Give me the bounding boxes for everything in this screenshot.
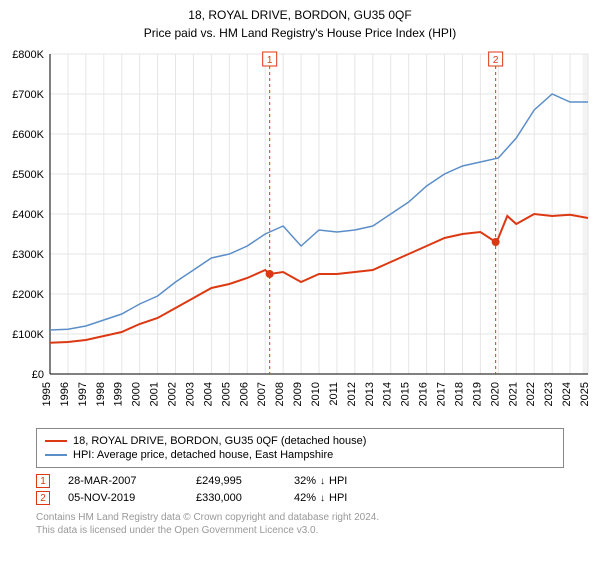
svg-text:2013: 2013 (364, 382, 376, 406)
footnote: Contains HM Land Registry data © Crown c… (36, 511, 564, 537)
transaction-marker-number: 2 (36, 491, 50, 505)
transaction-delta: 32% ↓ HPI (294, 475, 384, 487)
svg-text:2001: 2001 (149, 382, 161, 406)
svg-text:£400K: £400K (12, 209, 44, 221)
legend-item: HPI: Average price, detached house, East… (45, 449, 555, 461)
transaction-delta: 42% ↓ HPI (294, 492, 384, 504)
footnote-line: This data is licensed under the Open Gov… (36, 524, 564, 537)
legend-swatch (45, 454, 67, 456)
svg-text:2023: 2023 (543, 382, 555, 406)
chart-subtitle: Price paid vs. HM Land Registry's House … (0, 26, 600, 40)
transaction-price: £330,000 (196, 492, 276, 504)
transaction-marker-number: 1 (36, 474, 50, 488)
legend: 18, ROYAL DRIVE, BORDON, GU35 0QF (detac… (36, 428, 564, 468)
svg-text:2017: 2017 (436, 382, 448, 406)
svg-text:2012: 2012 (346, 382, 358, 406)
svg-text:2020: 2020 (489, 382, 501, 406)
svg-text:£600K: £600K (12, 129, 44, 141)
svg-text:2010: 2010 (310, 382, 322, 406)
svg-text:2005: 2005 (220, 382, 232, 406)
transaction-row: 1 28-MAR-2007 £249,995 32% ↓ HPI (36, 474, 564, 488)
svg-text:2019: 2019 (471, 382, 483, 406)
svg-text:2008: 2008 (274, 382, 286, 406)
chart-area: £0 £100K £200K £300K £400K £500K £600K £700K £80… (0, 44, 600, 424)
line-chart-svg: £0 £100K £200K £300K £400K £500K £600K £700K £80… (0, 44, 600, 424)
svg-text:2021: 2021 (507, 382, 519, 406)
chart-title: 18, ROYAL DRIVE, BORDON, GU35 0QF (0, 8, 600, 22)
svg-text:2015: 2015 (400, 382, 412, 406)
svg-text:2014: 2014 (382, 382, 394, 406)
svg-text:2011: 2011 (328, 382, 340, 406)
transaction-date: 05-NOV-2019 (68, 492, 178, 504)
svg-text:2004: 2004 (202, 382, 214, 406)
svg-text:1996: 1996 (59, 382, 71, 406)
svg-text:£100K: £100K (12, 329, 44, 341)
down-arrow-icon: ↓ (320, 493, 325, 504)
svg-text:2022: 2022 (525, 382, 537, 406)
legend-item: 18, ROYAL DRIVE, BORDON, GU35 0QF (detac… (45, 435, 555, 447)
svg-text:2016: 2016 (418, 382, 430, 406)
svg-text:2025: 2025 (579, 382, 591, 406)
svg-text:2003: 2003 (184, 382, 196, 406)
svg-text:2000: 2000 (131, 382, 143, 406)
transaction-price: £249,995 (196, 475, 276, 487)
svg-text:£300K: £300K (12, 249, 44, 261)
svg-text:£700K: £700K (12, 89, 44, 101)
svg-text:2006: 2006 (238, 382, 250, 406)
svg-text:1999: 1999 (113, 382, 125, 406)
footnote-line: Contains HM Land Registry data © Crown c… (36, 511, 564, 524)
legend-swatch (45, 440, 67, 442)
svg-text:2009: 2009 (292, 382, 304, 406)
svg-text:2002: 2002 (167, 382, 179, 406)
svg-text:2007: 2007 (256, 382, 268, 406)
svg-text:£200K: £200K (12, 289, 44, 301)
transaction-date: 28-MAR-2007 (68, 475, 178, 487)
svg-text:1997: 1997 (77, 382, 89, 406)
legend-label: HPI: Average price, detached house, East… (73, 449, 333, 461)
svg-text:2024: 2024 (561, 382, 573, 406)
transaction-table: 1 28-MAR-2007 £249,995 32% ↓ HPI 2 05-NO… (36, 474, 564, 505)
svg-text:1: 1 (267, 55, 273, 66)
svg-text:1995: 1995 (41, 382, 53, 406)
svg-text:£0: £0 (32, 369, 44, 381)
transaction-row: 2 05-NOV-2019 £330,000 42% ↓ HPI (36, 491, 564, 505)
down-arrow-icon: ↓ (320, 476, 325, 487)
legend-label: 18, ROYAL DRIVE, BORDON, GU35 0QF (detac… (73, 435, 366, 447)
svg-text:1998: 1998 (95, 382, 107, 406)
svg-text:2018: 2018 (453, 382, 465, 406)
svg-text:2: 2 (493, 55, 499, 66)
svg-text:£500K: £500K (12, 169, 44, 181)
svg-text:£800K: £800K (12, 49, 44, 61)
